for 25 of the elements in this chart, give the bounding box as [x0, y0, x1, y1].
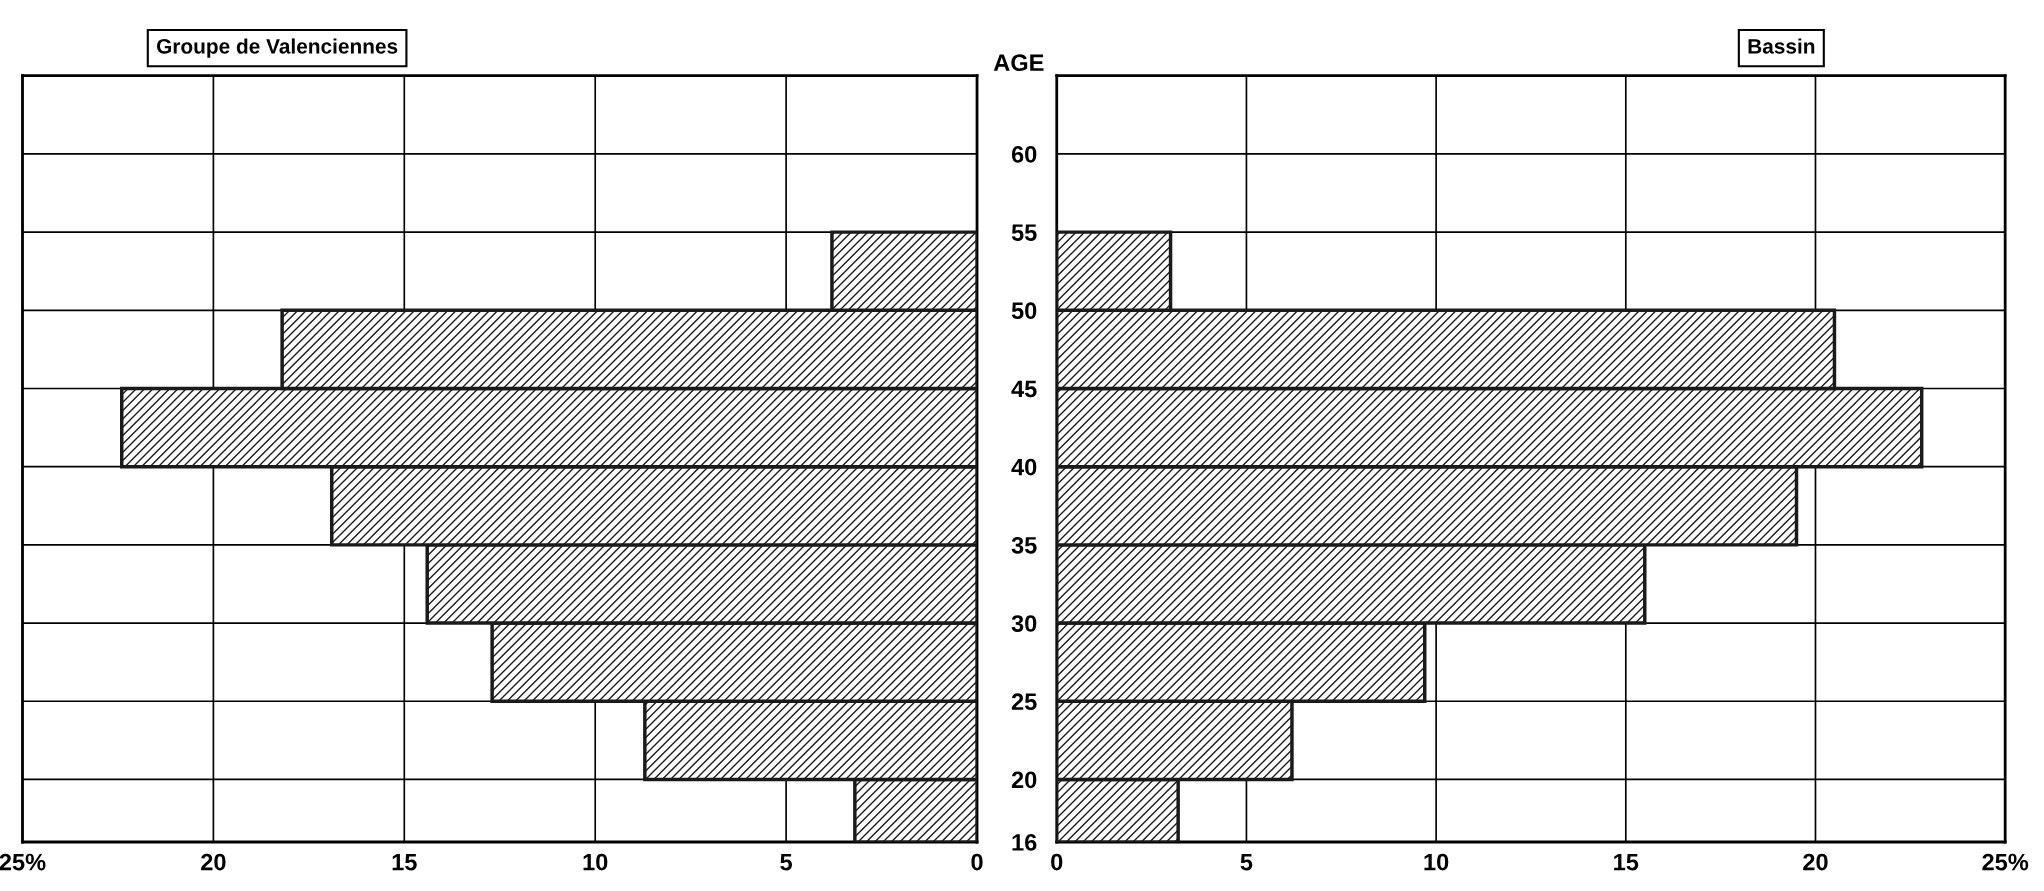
x-tick-label: 10 — [1424, 853, 1449, 871]
y-tick-label: 25 — [1011, 693, 1037, 711]
x-tick-label: 25% — [1982, 853, 2029, 871]
x-tick-label: 25% — [0, 853, 46, 871]
y-tick-label: 20 — [1011, 771, 1037, 789]
x-tick-label: 0 — [971, 853, 983, 871]
y-tick-label: 50 — [1011, 302, 1037, 320]
y-tick-label: 30 — [1011, 615, 1037, 632]
x-tick-label: 0 — [1051, 853, 1063, 871]
x-tick-label: 20 — [1803, 853, 1828, 871]
x-tick-label: 15 — [1614, 853, 1639, 871]
x-tick-label: 5 — [1240, 853, 1253, 871]
x-tick-label: 10 — [583, 853, 608, 871]
x-tick-label: 15 — [392, 853, 417, 871]
y-tick-label: 16 — [1012, 834, 1037, 851]
y-axis-title: AGE — [993, 54, 1044, 72]
x-tick-label: 20 — [201, 853, 226, 871]
y-tick-label: 40 — [1011, 458, 1037, 476]
x-tick-label: 5 — [780, 853, 793, 871]
chart-title: Groupe de Valenciennes — [156, 38, 398, 58]
y-tick-label: 35 — [1011, 536, 1037, 554]
chart-title: Bassin — [1748, 38, 1815, 54]
y-tick-label: 45 — [1011, 380, 1037, 398]
y-tick-label: 60 — [1011, 145, 1037, 163]
y-tick-label: 55 — [1011, 224, 1037, 241]
